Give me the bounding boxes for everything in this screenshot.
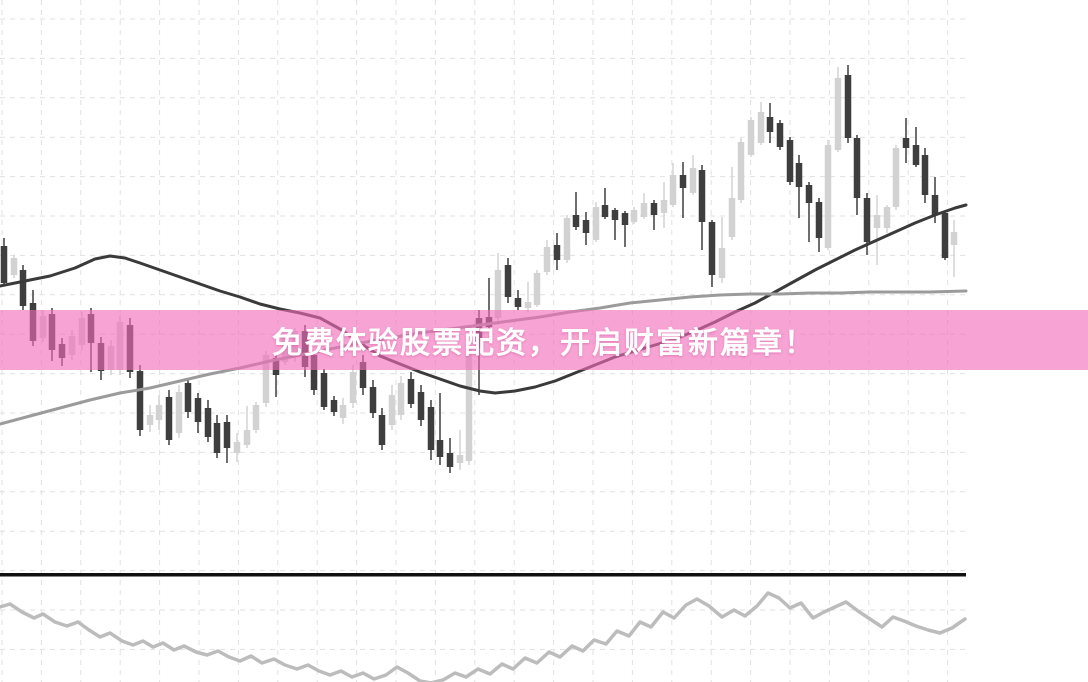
candle-body bbox=[427, 407, 435, 450]
candle-body bbox=[912, 145, 920, 165]
candle-body bbox=[184, 383, 192, 412]
candle-body bbox=[233, 442, 241, 453]
candle-body bbox=[436, 440, 444, 457]
candle-body bbox=[504, 265, 512, 297]
candle-body bbox=[465, 349, 473, 461]
candle-body bbox=[378, 415, 386, 445]
candle-body bbox=[601, 205, 609, 217]
candle-body bbox=[213, 423, 221, 453]
candle-body bbox=[708, 222, 716, 275]
candle-body bbox=[572, 215, 580, 227]
promo-banner-text: 免费体验股票配资，开启财富新篇章！ bbox=[272, 327, 816, 360]
candle-body bbox=[873, 215, 881, 228]
candle-body bbox=[679, 175, 687, 188]
candle-body bbox=[349, 372, 357, 403]
candle-body bbox=[514, 298, 522, 307]
candle-body bbox=[757, 112, 765, 143]
candle-body bbox=[660, 200, 668, 213]
panel-divider-line bbox=[0, 573, 966, 577]
candle-body bbox=[718, 248, 726, 278]
candle-body bbox=[19, 270, 27, 306]
candle-body bbox=[621, 213, 629, 225]
candle-body bbox=[650, 203, 658, 215]
candle-body bbox=[805, 185, 813, 203]
candle-body bbox=[611, 210, 619, 220]
candle-body bbox=[524, 302, 532, 308]
candle-body bbox=[941, 213, 949, 258]
candle-body bbox=[795, 163, 803, 187]
candle-body bbox=[397, 383, 405, 415]
candle-body bbox=[0, 246, 8, 283]
candle-body bbox=[689, 168, 697, 193]
candle-body bbox=[339, 405, 347, 418]
candle-body bbox=[359, 362, 367, 388]
candle-body bbox=[786, 140, 794, 182]
candle-body bbox=[950, 232, 958, 245]
candle-body bbox=[310, 355, 318, 390]
candle-body bbox=[136, 371, 144, 430]
candle-body bbox=[728, 198, 736, 237]
candle-body bbox=[815, 202, 823, 238]
candle-body bbox=[824, 145, 832, 248]
candle-body bbox=[883, 207, 891, 228]
candle-body bbox=[417, 392, 425, 420]
candle-body bbox=[863, 198, 871, 242]
candle-body bbox=[553, 245, 561, 260]
candle-body bbox=[243, 430, 251, 445]
candle-body bbox=[747, 120, 755, 155]
candle-body bbox=[407, 379, 415, 404]
candle-body bbox=[844, 75, 852, 138]
candle-body bbox=[262, 355, 270, 403]
candle-body bbox=[204, 408, 212, 437]
candle-body bbox=[921, 155, 929, 195]
candle-body bbox=[369, 387, 377, 413]
candle-body bbox=[494, 270, 502, 318]
candle-body bbox=[388, 395, 396, 425]
candle-body bbox=[320, 373, 328, 407]
candle-body bbox=[543, 247, 551, 272]
candle-body bbox=[776, 123, 784, 147]
candle-body bbox=[252, 405, 260, 430]
candle-body bbox=[902, 138, 910, 148]
candle-body bbox=[223, 422, 231, 448]
candle-body bbox=[853, 138, 861, 198]
candle-body bbox=[892, 148, 900, 207]
candle-body bbox=[10, 258, 18, 275]
candle-body bbox=[146, 415, 154, 425]
candle-body bbox=[533, 273, 541, 305]
lower-panel-oscillator-line bbox=[0, 591, 967, 682]
candle-body bbox=[456, 455, 464, 463]
ma-fast-dark-line bbox=[0, 203, 968, 395]
candle-body bbox=[155, 405, 163, 420]
candle-body bbox=[446, 453, 454, 467]
candle-body bbox=[669, 175, 677, 205]
candle-body bbox=[698, 170, 706, 222]
candle-body bbox=[330, 400, 338, 412]
promo-banner[interactable]: 免费体验股票配资，开启财富新篇章！ bbox=[0, 310, 1088, 370]
candle-body bbox=[175, 392, 183, 433]
candle-body bbox=[737, 142, 745, 200]
candle-body bbox=[194, 398, 202, 422]
candle-body bbox=[766, 117, 774, 132]
candle-body bbox=[630, 210, 638, 222]
candle-body bbox=[165, 397, 173, 440]
candle-body bbox=[931, 195, 939, 215]
candle-body bbox=[592, 207, 600, 240]
candle-body bbox=[563, 218, 571, 260]
candle-body bbox=[640, 203, 648, 217]
candle-body bbox=[834, 78, 842, 150]
candle-body bbox=[582, 220, 590, 233]
